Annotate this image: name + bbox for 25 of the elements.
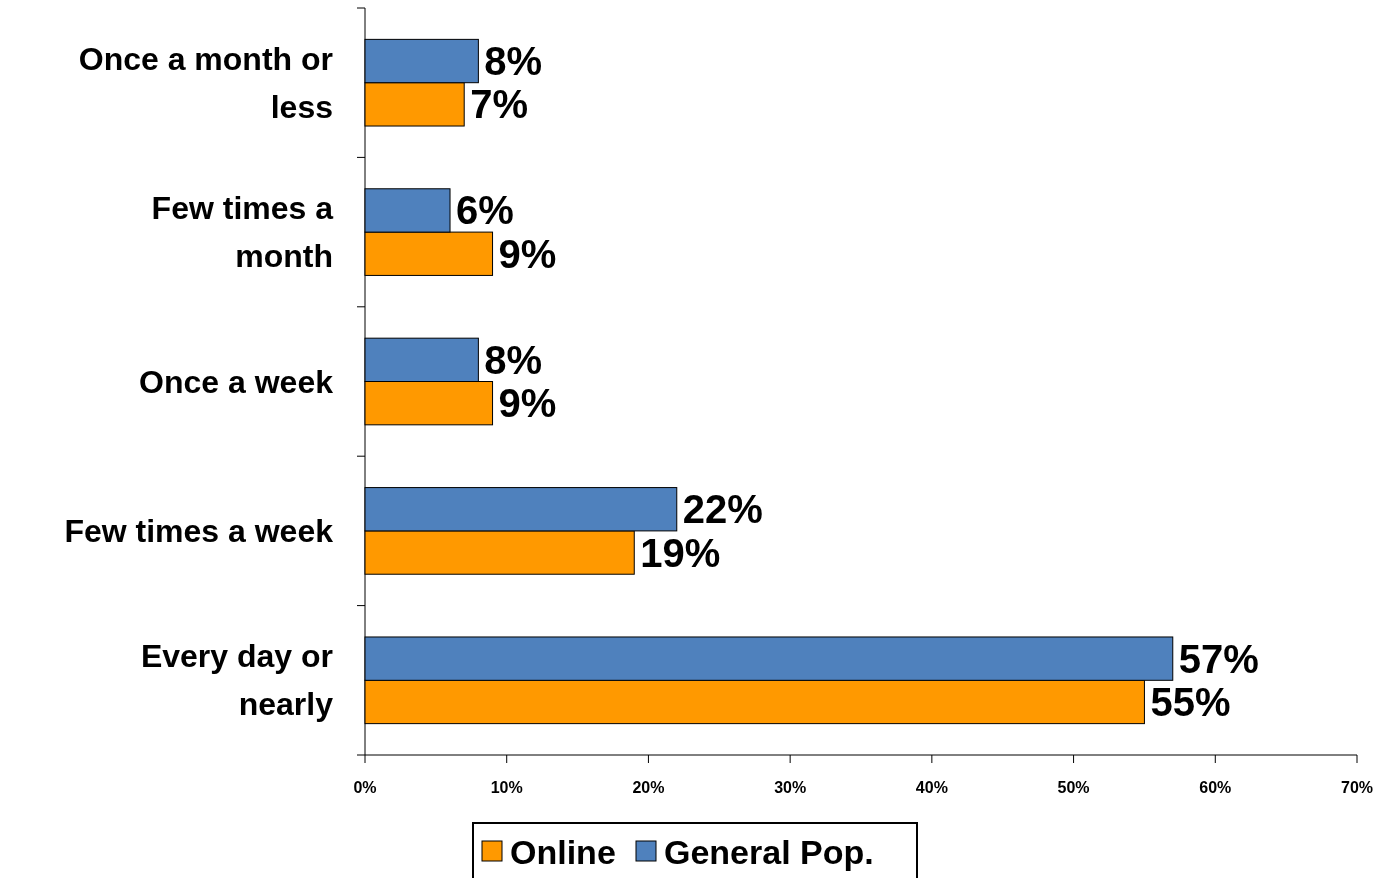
data-label: 6% [456,188,514,233]
data-label: 9% [498,231,557,276]
y-tick-label: Once a month or less [78,40,333,125]
x-tick-label: 40% [915,779,948,796]
y-tick-label: Once a week [139,363,334,400]
x-tick-label: 30% [774,779,807,796]
x-tick-label: 10% [490,779,523,796]
y-tick-label: Few times a week [64,512,334,549]
x-tick-label: 0% [353,779,377,796]
data-label: 9% [498,381,557,426]
x-tick-label: 20% [632,779,665,796]
data-label: 7% [470,82,529,127]
data-label: 57% [1178,636,1259,681]
data-label: 8% [484,337,543,382]
x-tick-label: 60% [1199,779,1232,796]
y-tick-label: Few times a month [151,190,334,275]
y-tick-label: Every day or nearly [140,638,334,723]
data-label: 8% [484,39,543,84]
x-tick-label: 50% [1057,779,1090,796]
legend-label: Online [510,833,616,871]
data-label: 19% [640,530,721,575]
data-label: 55% [1150,679,1231,724]
x-tick-label: 70% [1340,779,1374,796]
legend-label: General Pop. [664,833,874,871]
data-label: 22% [682,487,763,532]
